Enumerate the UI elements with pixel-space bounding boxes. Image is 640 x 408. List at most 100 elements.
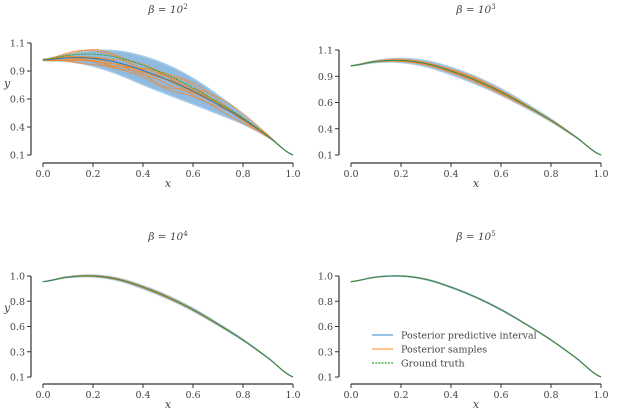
y-tick-label: 1.1 bbox=[10, 39, 25, 50]
posterior-sample-line bbox=[350, 58, 602, 156]
y-tick-label: 0.6 bbox=[318, 98, 333, 109]
x-tick-label: 0.4 bbox=[135, 169, 150, 180]
x-tick-label: 0.0 bbox=[343, 390, 358, 401]
legend-label: Ground truth bbox=[401, 359, 465, 370]
ground-truth-line bbox=[350, 275, 602, 378]
posterior-sample-line bbox=[42, 55, 294, 156]
posterior-sample-line bbox=[350, 275, 602, 378]
x-tick-label: 0.8 bbox=[235, 169, 250, 180]
posterior-sample-line bbox=[350, 59, 602, 156]
y-tick-label: 0.9 bbox=[318, 72, 333, 83]
x-axis-label: x bbox=[473, 177, 480, 190]
legend-entry: Posterior predictive interval bbox=[372, 331, 537, 342]
legend-label: Posterior samples bbox=[401, 345, 487, 356]
subplot-1: 0.0 0.2 0.4 0.6 0.8 1.0 0.1 0.4 0.6 0.9 1.1 β = 102… bbox=[3, 3, 301, 190]
x-tick-label: 0.6 bbox=[185, 169, 200, 180]
posterior-sample-line bbox=[42, 275, 294, 378]
posterior-sample-line bbox=[42, 275, 294, 378]
subplot-2: 0.0 0.2 0.4 0.6 0.8 1.0 0.1 0.4 0.6 0.9 1.1 β = 103… bbox=[318, 3, 609, 190]
x-tick-label: 0.8 bbox=[543, 390, 558, 401]
subplot-3: 0.0 0.2 0.4 0.6 0.8 1.0 0.1 0.3 0.6 0.8 1.0 β = 104… bbox=[3, 230, 301, 408]
posterior-sample-line bbox=[350, 275, 602, 378]
x-axis-label: x bbox=[165, 398, 172, 408]
posterior-mean-line bbox=[42, 275, 294, 378]
y-tick-label: 1.0 bbox=[318, 272, 333, 283]
posterior-mean-line bbox=[42, 57, 294, 156]
legend-entry: Ground truth bbox=[372, 359, 465, 370]
posterior-sample-line bbox=[42, 275, 294, 378]
posterior-mean-line bbox=[350, 59, 602, 156]
posterior-sample-line bbox=[350, 59, 602, 156]
y-tick-label: 0.6 bbox=[10, 95, 25, 106]
ground-truth-line bbox=[42, 53, 294, 156]
x-tick-label: 0.2 bbox=[393, 390, 408, 401]
x-tick-label: 0.6 bbox=[493, 390, 508, 401]
ground-truth-line bbox=[350, 59, 602, 156]
x-axis-label: x bbox=[165, 177, 172, 190]
ground-truth-line bbox=[42, 275, 294, 378]
predictive-interval-band bbox=[350, 57, 602, 156]
posterior-sample-line bbox=[350, 275, 602, 378]
y-tick-label: 0.4 bbox=[318, 124, 333, 135]
posterior-sample-line bbox=[42, 275, 294, 378]
posterior-sample-line bbox=[350, 60, 602, 156]
y-tick-label: 0.6 bbox=[318, 322, 333, 333]
posterior-sample-line bbox=[350, 60, 602, 156]
posterior-sample-line bbox=[350, 275, 602, 378]
y-axis-label: y bbox=[3, 77, 11, 90]
posterior-sample-line bbox=[350, 275, 602, 378]
y-tick-label: 1.1 bbox=[318, 46, 333, 57]
y-tick-label: 0.1 bbox=[318, 151, 333, 162]
posterior-sample-line bbox=[350, 59, 602, 156]
posterior-sample-line bbox=[350, 60, 602, 156]
posterior-sample-line bbox=[350, 59, 602, 156]
x-tick-label: 0.6 bbox=[493, 169, 508, 180]
posterior-sample-line bbox=[350, 275, 602, 378]
subplot-title: β = 105 bbox=[455, 230, 495, 243]
y-tick-label: 0.8 bbox=[10, 297, 25, 308]
x-tick-label: 0.2 bbox=[393, 169, 408, 180]
posterior-sample-line bbox=[42, 49, 294, 156]
y-tick-label: 0.1 bbox=[10, 373, 25, 384]
legend-entry: Posterior samples bbox=[372, 345, 487, 356]
posterior-sample-line bbox=[42, 275, 294, 378]
posterior-sample-line bbox=[350, 275, 602, 378]
subplot-title: β = 102 bbox=[147, 3, 187, 16]
y-axis-label: y bbox=[3, 302, 11, 315]
y-tick-label: 0.8 bbox=[318, 297, 333, 308]
x-tick-label: 1.0 bbox=[285, 390, 300, 401]
x-tick-label: 1.0 bbox=[593, 390, 608, 401]
x-tick-label: 0.8 bbox=[235, 390, 250, 401]
subplot-title: β = 104 bbox=[147, 230, 188, 243]
x-tick-label: 0.8 bbox=[543, 169, 558, 180]
posterior-sample-line bbox=[350, 275, 602, 378]
posterior-sample-line bbox=[42, 274, 294, 378]
posterior-sample-line bbox=[42, 275, 294, 378]
legend: Posterior predictive interval Posterior s… bbox=[372, 331, 537, 370]
posterior-sample-line bbox=[350, 60, 602, 156]
x-tick-label: 0.4 bbox=[443, 169, 458, 180]
posterior-sample-line bbox=[42, 275, 294, 378]
x-tick-label: 0.0 bbox=[343, 169, 358, 180]
y-tick-label: 0.1 bbox=[318, 373, 333, 384]
x-tick-label: 1.0 bbox=[593, 169, 608, 180]
subplot-4: 0.0 0.2 0.4 0.6 0.8 1.0 0.1 0.3 0.6 0.8 1.0 β = 105… bbox=[318, 230, 609, 408]
y-tick-label: 0.3 bbox=[10, 347, 25, 358]
x-tick-label: 1.0 bbox=[285, 169, 300, 180]
posterior-mean-line bbox=[350, 275, 602, 378]
x-tick-label: 0.4 bbox=[135, 390, 150, 401]
x-tick-label: 0.0 bbox=[35, 390, 50, 401]
predictive-interval-band bbox=[42, 49, 294, 156]
predictive-interval-band bbox=[350, 274, 602, 378]
predictive-interval-band bbox=[42, 274, 294, 378]
y-tick-label: 1.0 bbox=[10, 272, 25, 283]
posterior-sample-line bbox=[350, 275, 602, 378]
x-tick-label: 0.0 bbox=[35, 169, 50, 180]
posterior-sample-line bbox=[350, 59, 602, 156]
posterior-sample-line bbox=[42, 275, 294, 378]
subplot-title: β = 103 bbox=[455, 3, 495, 16]
x-axis-label: x bbox=[473, 398, 480, 408]
posterior-sample-line bbox=[350, 275, 602, 378]
y-tick-label: 0.6 bbox=[10, 322, 25, 333]
